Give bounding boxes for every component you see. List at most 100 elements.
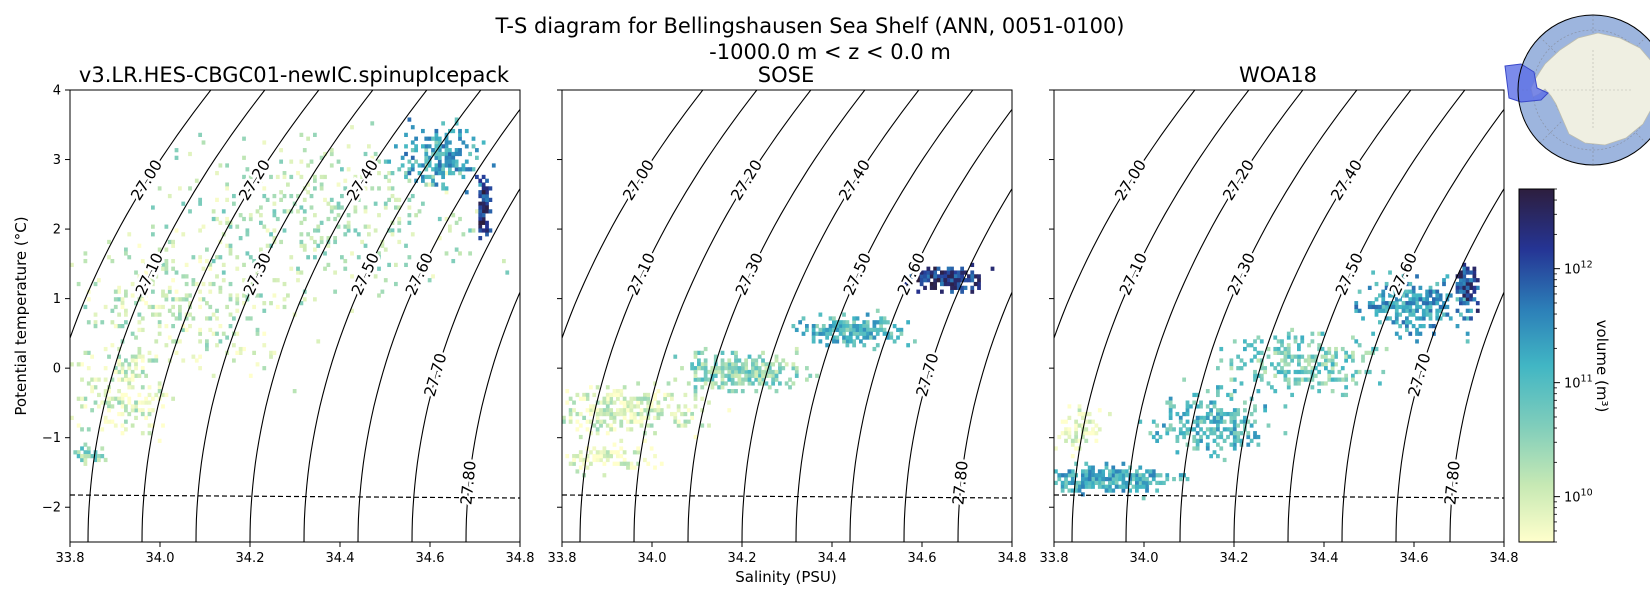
ts-bin bbox=[1455, 285, 1460, 290]
ts-bin bbox=[242, 278, 246, 283]
ts-bin bbox=[127, 366, 132, 371]
ts-bin bbox=[184, 327, 189, 333]
ts-bin bbox=[693, 369, 698, 375]
ts-bin bbox=[1273, 350, 1278, 355]
ts-bin bbox=[448, 224, 452, 229]
ts-bin bbox=[373, 151, 378, 157]
ts-bin bbox=[282, 281, 287, 287]
ts-bin bbox=[1081, 423, 1085, 428]
ts-bin bbox=[1256, 350, 1261, 355]
ts-bin bbox=[431, 148, 435, 153]
ts-bin bbox=[93, 281, 98, 287]
ts-bin bbox=[164, 266, 169, 271]
ts-bin bbox=[282, 171, 287, 176]
ts-bin bbox=[1465, 331, 1470, 336]
ts-bin bbox=[140, 358, 145, 363]
isopycnal-line bbox=[574, 90, 751, 542]
ts-bin bbox=[619, 438, 624, 443]
ts-bin bbox=[1435, 297, 1440, 302]
ts-bin bbox=[262, 343, 267, 348]
ts-bin bbox=[319, 155, 324, 160]
ts-bin bbox=[377, 293, 381, 298]
ts-bin bbox=[144, 270, 149, 275]
ts-bin bbox=[333, 216, 338, 222]
ts-bin bbox=[475, 155, 479, 160]
ts-bin bbox=[255, 327, 260, 333]
ts-bin bbox=[235, 293, 240, 298]
ts-bin bbox=[363, 163, 368, 168]
ts-bin bbox=[107, 255, 111, 260]
ts-bin bbox=[1411, 293, 1416, 298]
ts-bin bbox=[1148, 480, 1153, 486]
ts-bin bbox=[296, 278, 300, 283]
ts-bin bbox=[93, 457, 98, 463]
ts-bin bbox=[441, 171, 446, 176]
ts-bin bbox=[727, 358, 732, 363]
ts-bin bbox=[1344, 373, 1349, 378]
ts-bin bbox=[744, 369, 749, 375]
ts-bin bbox=[1411, 301, 1416, 306]
isopycnal-label: 27.20 bbox=[1219, 157, 1258, 204]
axes-frame-woa18 bbox=[1053, 89, 1505, 543]
ts-bin bbox=[1398, 293, 1403, 298]
ts-bin bbox=[1374, 304, 1379, 310]
ts-bin bbox=[1401, 320, 1406, 325]
ts-bin bbox=[848, 327, 853, 333]
ts-bin bbox=[1168, 415, 1173, 421]
ts-bin bbox=[262, 171, 267, 176]
ts-bin bbox=[1472, 278, 1477, 283]
ts-bin bbox=[646, 408, 651, 413]
ts-bin bbox=[1118, 469, 1122, 474]
ts-bin bbox=[83, 251, 88, 256]
ts-bin bbox=[1418, 324, 1423, 329]
ts-bin bbox=[296, 266, 300, 271]
ts-bin bbox=[1168, 404, 1173, 409]
ts-bin bbox=[198, 197, 203, 202]
ts-bin bbox=[1327, 373, 1332, 378]
ts-bin bbox=[1475, 285, 1480, 290]
ts-bin bbox=[120, 431, 125, 436]
ts-bin bbox=[720, 366, 725, 371]
ts-bin bbox=[794, 327, 799, 333]
ts-bin bbox=[1202, 415, 1207, 421]
ts-bin bbox=[147, 423, 152, 428]
ts-bin bbox=[869, 331, 873, 336]
ts-bin bbox=[1074, 431, 1079, 436]
ts-bin bbox=[410, 232, 415, 237]
ts-bin bbox=[1249, 343, 1254, 348]
ts-bin bbox=[683, 404, 688, 409]
ts-bin bbox=[124, 369, 128, 375]
x-tick-label: 34.8 bbox=[998, 551, 1027, 566]
ts-bin bbox=[724, 362, 728, 367]
ts-bin bbox=[208, 316, 213, 321]
ts-bin bbox=[360, 239, 365, 245]
ts-bin bbox=[1168, 427, 1173, 432]
ts-bin bbox=[700, 362, 705, 367]
ts-bin bbox=[970, 262, 975, 268]
ts-bin bbox=[720, 381, 725, 386]
ts-bin bbox=[485, 190, 489, 195]
ts-bin bbox=[1438, 304, 1443, 310]
ts-bin bbox=[1411, 289, 1416, 294]
ts-bin bbox=[643, 415, 647, 421]
ts-bin bbox=[757, 381, 762, 386]
ts-bin bbox=[1394, 331, 1399, 336]
ts-bin bbox=[1465, 285, 1470, 290]
ts-bin bbox=[1094, 476, 1099, 482]
ts-bin bbox=[693, 404, 698, 409]
ts-bin bbox=[83, 442, 88, 447]
ts-bin bbox=[1310, 358, 1315, 363]
ts-bin bbox=[1259, 358, 1264, 363]
ts-bin bbox=[1209, 427, 1214, 432]
ts-bin bbox=[451, 163, 456, 168]
ts-bin bbox=[90, 408, 95, 413]
ts-bin bbox=[134, 358, 138, 363]
ts-bin bbox=[977, 274, 981, 279]
ts-bin bbox=[1425, 308, 1430, 313]
ts-bin bbox=[154, 354, 159, 359]
ts-bin bbox=[1121, 488, 1126, 493]
ts-bin bbox=[1310, 366, 1315, 371]
x-tick-label: 34.2 bbox=[1220, 551, 1249, 566]
ts-bin bbox=[1205, 442, 1210, 447]
ts-bin bbox=[703, 362, 708, 367]
